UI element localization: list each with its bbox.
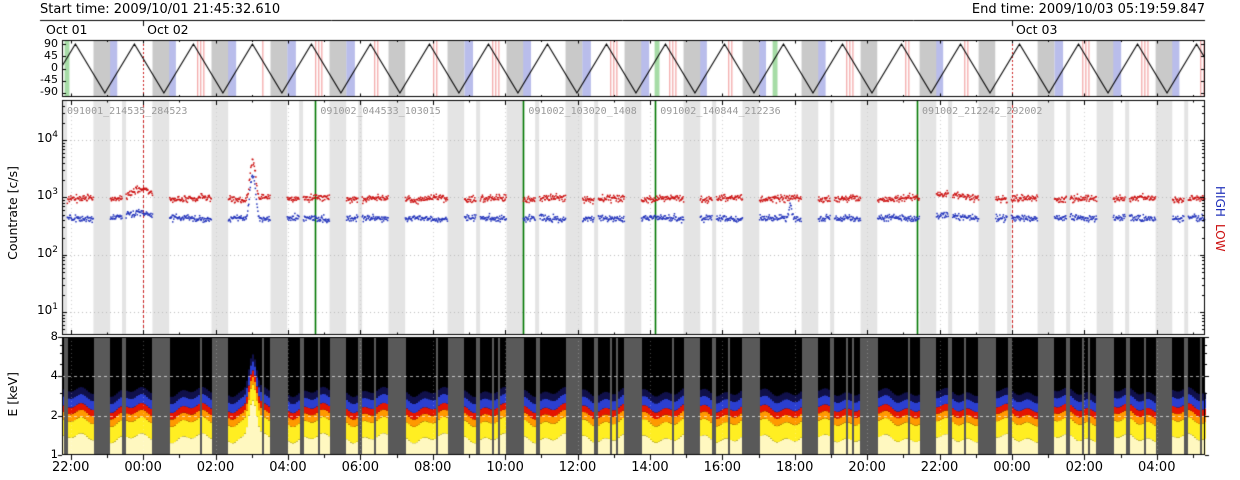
xtick-label: 20:00 bbox=[848, 460, 886, 475]
date-label: Oct 02 bbox=[147, 22, 189, 37]
xtick-label: 04:00 bbox=[1138, 460, 1176, 475]
xtick-label: 02:00 bbox=[1065, 460, 1104, 475]
countrate-ytick-label: 101 bbox=[36, 302, 58, 318]
orbit-ytick-label: -90 bbox=[40, 85, 58, 99]
xtick-label: 22:00 bbox=[51, 460, 90, 475]
orbit-ytick-label: 0 bbox=[51, 61, 58, 74]
xtick-label: 16:00 bbox=[703, 460, 742, 475]
energy-ytick-label: 2 bbox=[50, 407, 58, 422]
orbit-ytick-label: 45 bbox=[44, 48, 58, 62]
interval-label: 091002_140844_212236 bbox=[660, 106, 781, 117]
countrate-ytick-label: 103 bbox=[36, 187, 58, 203]
high-series-label: HIGH bbox=[1213, 186, 1228, 217]
orbit-ytick-label: -45 bbox=[40, 73, 58, 87]
energy-ytick-label: 1 bbox=[50, 447, 58, 461]
interval-label: 091002_103020_1408 bbox=[528, 106, 637, 117]
xtick-label: 08:00 bbox=[413, 460, 452, 475]
interval-label: 091002_212242_292002 bbox=[922, 106, 1043, 117]
xtick-label: 18:00 bbox=[775, 460, 814, 475]
low-series-label: LOW bbox=[1213, 224, 1228, 252]
xtick-label: 12:00 bbox=[558, 460, 597, 475]
xtick-label: 04:00 bbox=[269, 460, 307, 475]
orbit-ytick-label: 90 bbox=[44, 36, 58, 50]
xtick-label: 10:00 bbox=[486, 460, 524, 475]
energy-axis-title: E [keV] bbox=[5, 372, 20, 417]
xtick-label: 02:00 bbox=[196, 460, 235, 475]
date-label: Oct 01 bbox=[46, 22, 88, 37]
countrate-axis-title: Countrate [c/s] bbox=[5, 166, 20, 260]
energy-ytick-label: 8 bbox=[50, 329, 58, 343]
xtick-label: 22:00 bbox=[920, 460, 959, 475]
interval-label: 091002_044533_103015 bbox=[320, 106, 441, 117]
end-time-label: End time: 2009/10/03 05:19:59.847 bbox=[971, 2, 1205, 17]
xtick-label: 00:00 bbox=[993, 460, 1031, 475]
date-label: Oct 03 bbox=[1015, 22, 1058, 37]
xtick-label: 14:00 bbox=[631, 460, 669, 475]
start-time-label: Start time: 2009/10/01 21:45:32.610 bbox=[40, 2, 281, 17]
interval-label: 091001_214535_284523 bbox=[67, 106, 188, 117]
countrate-ytick-label: 104 bbox=[36, 130, 58, 146]
xtick-label: 06:00 bbox=[341, 460, 380, 475]
energy-ytick-label: 4 bbox=[50, 368, 58, 383]
countrate-ytick-label: 102 bbox=[36, 244, 58, 260]
xtick-label: 00:00 bbox=[124, 460, 162, 475]
